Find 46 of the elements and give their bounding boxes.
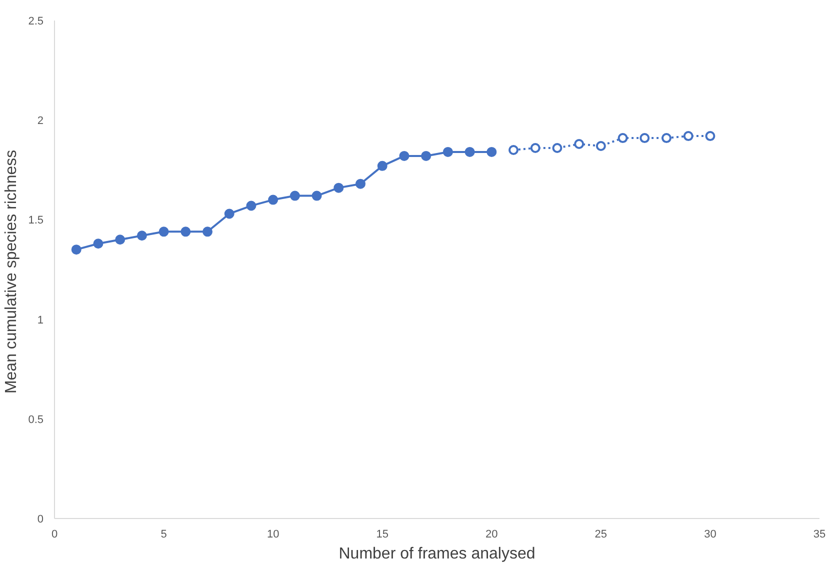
point <box>574 139 584 149</box>
point <box>618 133 628 144</box>
point <box>334 182 344 193</box>
point <box>662 133 672 144</box>
y-tick-label: 2 <box>37 115 44 128</box>
point <box>180 226 191 237</box>
point <box>464 146 475 157</box>
y-tick-label: 1.5 <box>28 214 44 227</box>
point <box>442 146 453 157</box>
point <box>290 190 300 201</box>
point <box>399 150 410 161</box>
point <box>356 178 366 189</box>
x-tick-label: 10 <box>266 528 280 540</box>
x-axis-title: Number of frames analysed <box>338 546 536 562</box>
point <box>552 142 562 153</box>
x-tick-label: 15 <box>376 528 388 540</box>
point <box>268 194 278 205</box>
x-tick-label: 35 <box>813 528 826 540</box>
point <box>508 144 518 155</box>
y-tick-label: 0 <box>37 514 44 526</box>
x-tick-label: 20 <box>486 528 498 540</box>
point <box>640 133 650 144</box>
point <box>246 200 256 211</box>
y-tick-label: 2.5 <box>28 16 44 28</box>
point <box>486 146 497 157</box>
point <box>596 141 606 151</box>
point <box>115 234 126 245</box>
x-tick-label: 30 <box>704 528 716 540</box>
point <box>71 244 82 255</box>
x-tick-label: 0 <box>51 528 58 540</box>
point <box>158 226 169 237</box>
point <box>136 230 147 241</box>
point <box>421 150 432 161</box>
point <box>93 238 104 249</box>
point <box>530 142 540 153</box>
x-tick-label: 25 <box>594 528 608 540</box>
point <box>224 208 234 219</box>
point <box>377 160 388 171</box>
point <box>202 226 212 237</box>
point <box>312 190 322 201</box>
point <box>683 131 694 142</box>
y-tick-label: 1 <box>37 314 44 326</box>
x-tick-label: 5 <box>160 528 167 540</box>
y-axis-title: Mean cumulative species richness <box>3 150 20 394</box>
y-tick-label: 0.5 <box>28 414 44 426</box>
point <box>705 131 716 142</box>
